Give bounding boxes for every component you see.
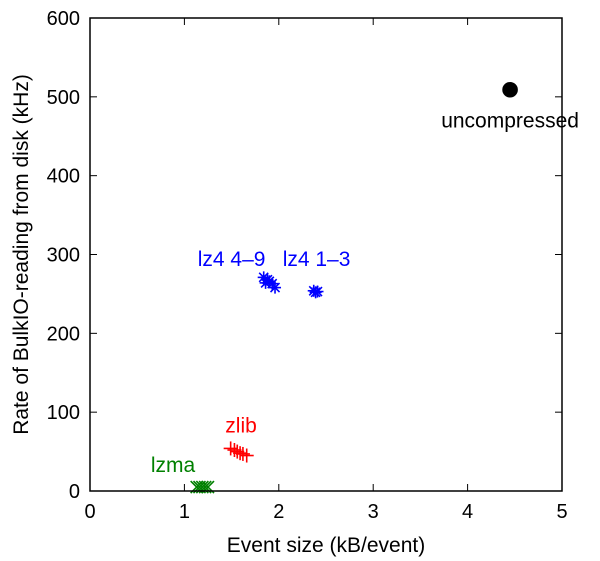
data-point [235,446,250,461]
annotation-label: lz4 1–3 [283,248,351,271]
annotation-label: lz4 4–9 [198,248,266,271]
data-point [269,281,282,294]
annotations: uncompressed lz4 1–3 lz4 4–9 zlib lzma [151,109,579,477]
x-tick-label: 4 [462,501,473,523]
y-tick-label: 300 [47,245,80,267]
annotation-label: lzma [151,454,196,477]
data-points [190,81,518,494]
y-tick-label: 200 [47,323,80,345]
data-point [239,448,254,463]
y-tick-label: 400 [47,166,80,188]
y-tick-label: 600 [47,8,80,30]
plot-frame [89,17,563,492]
y-tick-label: 0 [69,481,80,503]
data-point [311,285,324,298]
y-axis-title: Rate of BulkIO-reading from disk (kHz) [10,74,33,435]
x-tick-label: 0 [84,501,95,523]
data-point [223,441,238,456]
annotation-label: uncompressed [441,109,579,132]
y-tick-label: 100 [47,402,80,424]
data-point [227,443,242,458]
data-point [230,444,245,459]
x-tick-label: 1 [179,501,190,523]
annotation-label: zlib [225,415,257,438]
x-tick-label: 5 [556,501,567,523]
x-axis-title: Event size (kB/event) [227,534,425,557]
x-tick-label: 3 [368,501,379,523]
axis-ticks: 0 1 2 3 4 5 0 100 200 300 400 500 600 [47,8,568,523]
data-point [502,81,518,98]
y-tick-label: 500 [47,87,80,109]
x-tick-label: 2 [273,501,284,523]
